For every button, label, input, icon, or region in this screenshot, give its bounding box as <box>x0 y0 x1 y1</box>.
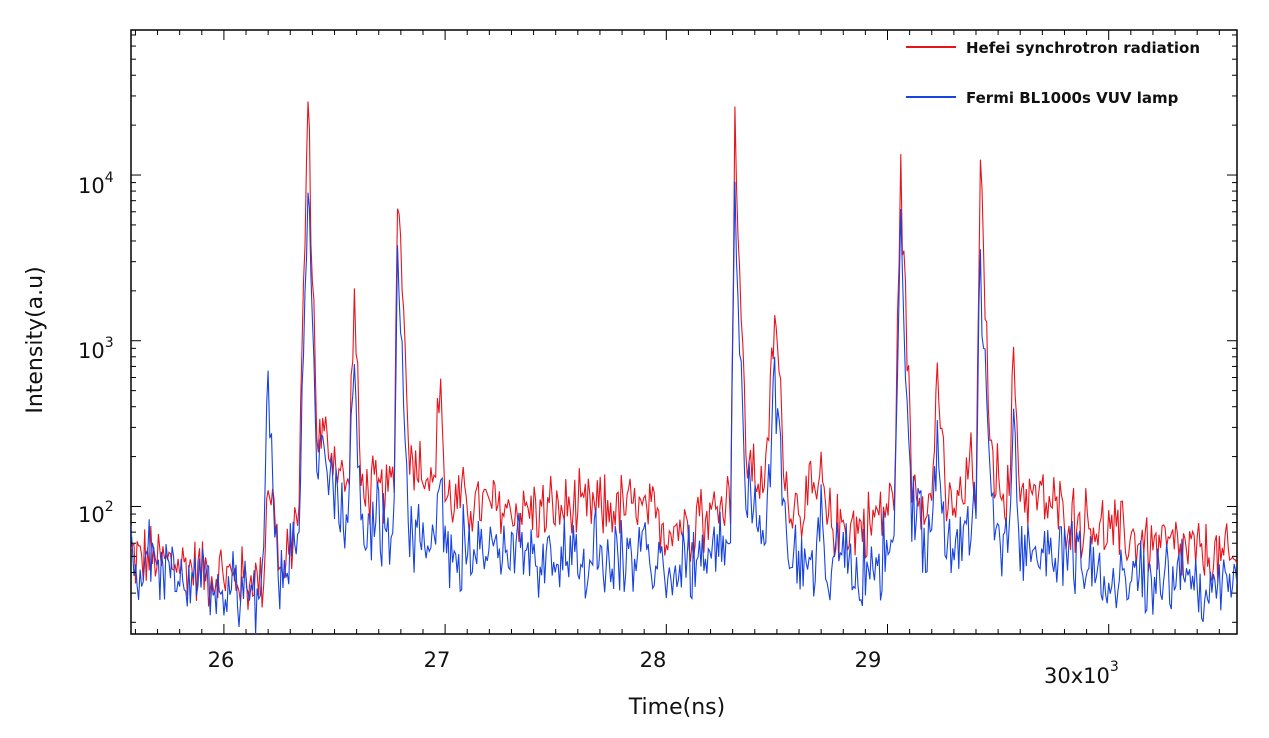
x-scale-label: 30x103 <box>1044 659 1119 688</box>
legend: Hefei synchrotron radiation Fermi BL1000… <box>906 39 1200 107</box>
legend-label-hefei: Hefei synchrotron radiation <box>966 39 1200 57</box>
y-tick-label-1e2: 102 <box>78 499 114 527</box>
legend-label-fermi: Fermi BL1000s VUV lamp <box>966 89 1179 107</box>
x-tick-label-29: 29 <box>855 648 882 672</box>
x-axis-title: Time(ns) <box>628 695 725 720</box>
x-tick-label-28: 28 <box>640 648 667 672</box>
series-line-hefei <box>131 101 1237 610</box>
y-tick-label-1e3: 103 <box>78 335 114 363</box>
y-axis-title: Intensity(a.u) <box>23 266 48 413</box>
series-line-fermi <box>131 181 1237 634</box>
y-tick-label-1e4: 104 <box>78 170 114 198</box>
x-tick-label-26: 26 <box>208 648 235 672</box>
plot-frame <box>130 29 1238 635</box>
x-tick-label-27: 27 <box>424 648 451 672</box>
